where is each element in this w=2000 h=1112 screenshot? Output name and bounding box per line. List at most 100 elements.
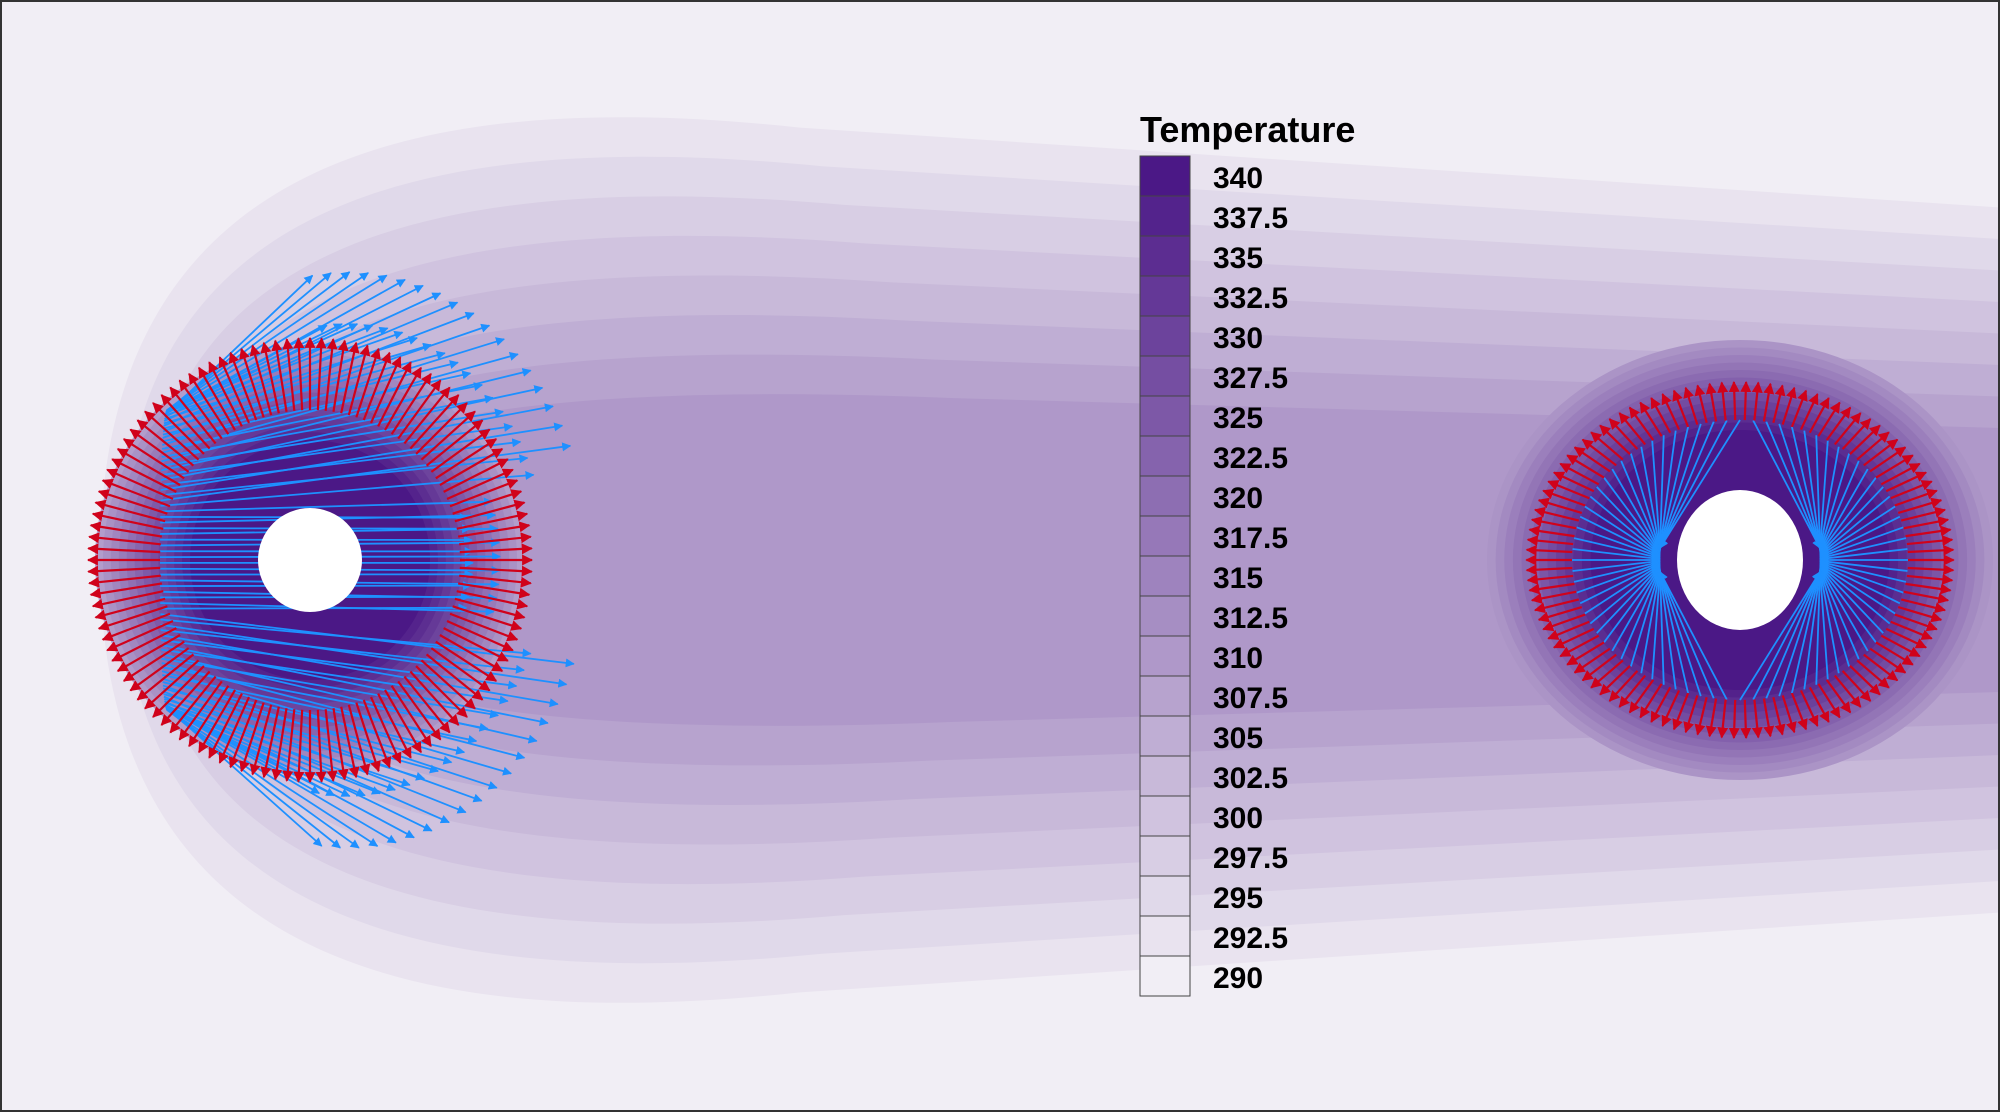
flux-vector bbox=[1765, 571, 1821, 699]
normal-vector bbox=[282, 338, 296, 411]
normal-vector bbox=[377, 361, 412, 427]
flux-vector bbox=[1589, 564, 1661, 625]
normal-vector bbox=[397, 379, 442, 440]
flux-vector bbox=[1659, 420, 1728, 549]
flux-vector bbox=[160, 618, 532, 658]
flux-vector bbox=[1791, 426, 1823, 550]
flux-vector bbox=[1816, 440, 1829, 551]
legend-title: Temperature bbox=[1140, 109, 1355, 150]
normal-vector bbox=[1863, 653, 1899, 682]
flux-vector bbox=[161, 648, 509, 705]
flux-vector bbox=[1656, 570, 1677, 690]
normal-vector bbox=[1903, 590, 1950, 604]
flux-vector bbox=[1778, 570, 1822, 697]
flux-vector bbox=[1819, 564, 1891, 625]
flux-vector bbox=[160, 497, 493, 513]
legend-label: 322.5 bbox=[1213, 442, 1288, 475]
legend-swatch bbox=[1139, 595, 1191, 637]
flux-vector bbox=[160, 422, 564, 491]
normal-vector bbox=[1817, 401, 1841, 437]
normal-vector bbox=[1525, 564, 1573, 576]
normal-vector bbox=[1528, 525, 1575, 538]
flux-vector bbox=[1573, 559, 1661, 583]
normal-vector bbox=[1890, 480, 1933, 500]
normal-vector bbox=[1608, 670, 1639, 702]
legend-swatch bbox=[1139, 235, 1191, 277]
normal-vector bbox=[435, 640, 498, 682]
flux-vector bbox=[160, 644, 549, 726]
flux-vector bbox=[163, 695, 450, 824]
legend-color-bar bbox=[1139, 155, 1191, 997]
flux-vector bbox=[1803, 570, 1824, 690]
normal-vector bbox=[1894, 613, 1938, 632]
normal-vector bbox=[1599, 424, 1631, 455]
flux-vector bbox=[1630, 568, 1662, 667]
normal-vector bbox=[1900, 506, 1947, 522]
normal-vector bbox=[1897, 605, 1943, 623]
flux-vector bbox=[1816, 569, 1829, 680]
flux-vector bbox=[1579, 562, 1661, 605]
flux-vector bbox=[1819, 460, 1860, 553]
normal-vector bbox=[1526, 535, 1574, 547]
normal-vector bbox=[1559, 634, 1600, 658]
normal-vector bbox=[449, 478, 519, 508]
flux-vector bbox=[1819, 565, 1884, 634]
normal-vector bbox=[449, 612, 519, 642]
flux-vector bbox=[1819, 495, 1891, 556]
normal-vector bbox=[1790, 692, 1808, 731]
normal-vector bbox=[87, 565, 161, 577]
normal-vector bbox=[397, 680, 442, 741]
legend-label: 315 bbox=[1213, 562, 1263, 595]
legend-label: 290 bbox=[1213, 962, 1263, 995]
normal-vector bbox=[97, 605, 168, 631]
flux-vector bbox=[1584, 563, 1661, 615]
normal-vector bbox=[1751, 699, 1763, 739]
normal-vector bbox=[293, 337, 305, 411]
flux-vector bbox=[161, 368, 532, 463]
normal-vector bbox=[425, 653, 484, 701]
normal-vector bbox=[1650, 686, 1672, 723]
flux-vector bbox=[1573, 537, 1661, 561]
normal-vector bbox=[1618, 674, 1647, 708]
normal-vector bbox=[249, 344, 273, 416]
normal-vector bbox=[1533, 598, 1580, 614]
normal-vector bbox=[1799, 393, 1819, 431]
legend-swatch bbox=[1139, 875, 1191, 917]
normal-vector bbox=[459, 574, 532, 588]
flux-vector bbox=[1572, 557, 1661, 572]
normal-vector bbox=[129, 647, 190, 692]
normal-vector bbox=[1661, 393, 1681, 431]
normal-vector bbox=[1608, 418, 1639, 450]
normal-vector bbox=[315, 337, 327, 411]
normal-vector bbox=[456, 590, 529, 610]
flux-vector bbox=[1819, 567, 1860, 660]
normal-vector bbox=[362, 699, 392, 769]
flux-vector bbox=[1584, 505, 1661, 557]
normal-vector bbox=[198, 689, 236, 754]
normal-vector bbox=[88, 532, 161, 546]
normal-vector bbox=[420, 659, 476, 710]
flux-vector bbox=[1819, 557, 1908, 572]
normal-vector bbox=[239, 702, 265, 773]
flux-vector bbox=[1819, 567, 1869, 652]
normal-vector bbox=[390, 372, 432, 435]
normal-vector bbox=[425, 419, 484, 467]
normal-vector bbox=[1537, 605, 1583, 623]
normal-vector bbox=[1590, 659, 1624, 689]
legend-swatch bbox=[1139, 315, 1191, 357]
legend-swatch bbox=[1139, 955, 1191, 997]
normal-vector bbox=[332, 707, 349, 781]
normal-vector bbox=[457, 521, 531, 538]
normal-vector bbox=[459, 532, 532, 546]
normal-vector bbox=[1530, 516, 1577, 530]
normal-vector bbox=[1825, 679, 1852, 714]
legend-label: 292.5 bbox=[1213, 922, 1288, 955]
normal-vector bbox=[271, 707, 288, 781]
flux-vector bbox=[1815, 569, 1825, 685]
normal-vector bbox=[218, 356, 250, 424]
legend-label: 310 bbox=[1213, 642, 1263, 675]
normal-vector bbox=[228, 699, 258, 769]
normal-vector bbox=[452, 605, 523, 631]
flux-vector bbox=[1752, 420, 1821, 549]
normal-vector bbox=[91, 590, 164, 610]
